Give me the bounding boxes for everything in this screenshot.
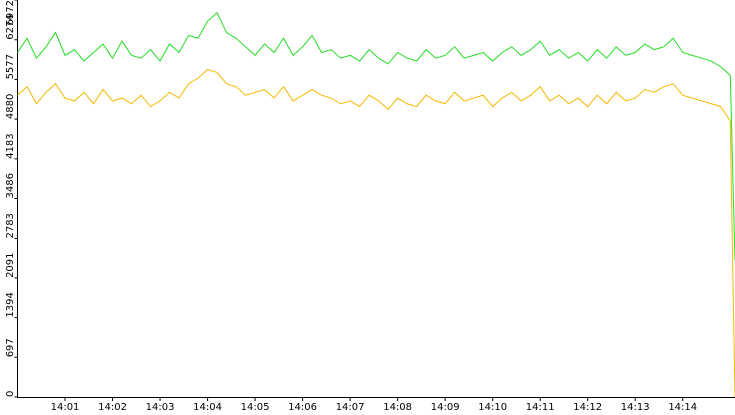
- x-tick-label: 14:08: [383, 402, 412, 413]
- x-tick-label: 14:05: [241, 402, 270, 413]
- series-line: [17, 69, 735, 398]
- x-tick-label: 14:06: [288, 402, 317, 413]
- y-tick-label: 3486: [5, 173, 16, 198]
- x-tick-label: 14:10: [478, 402, 507, 413]
- y-tick-label: 6972: [5, 0, 16, 25]
- y-tick-label: 4880: [5, 94, 16, 119]
- x-tick-label: 14:12: [573, 402, 602, 413]
- x-tick-label: 14:07: [336, 402, 365, 413]
- x-tick-label: 14:04: [193, 402, 222, 413]
- y-tick-label: 6274: [5, 14, 16, 39]
- x-tick-label: 14:02: [98, 402, 127, 413]
- x-tick-label: 14:01: [51, 402, 80, 413]
- y-tick-label: 697: [5, 338, 16, 357]
- y-tick-label: 0: [5, 391, 16, 397]
- x-tick-label: 14:03: [146, 402, 175, 413]
- y-tick-label: 5577: [5, 54, 16, 79]
- x-tick-label: 14:11: [526, 402, 555, 413]
- y-tick-label: 2783: [5, 213, 16, 238]
- x-tick-label: 14:13: [621, 402, 650, 413]
- y-tick-label: 2091: [5, 252, 16, 277]
- y-tick-label: 4183: [5, 133, 16, 158]
- x-tick-label: 14:09: [431, 402, 460, 413]
- x-tick-label: 14:14: [668, 402, 697, 413]
- series-line: [17, 11, 735, 261]
- y-tick-label: 1394: [5, 292, 16, 317]
